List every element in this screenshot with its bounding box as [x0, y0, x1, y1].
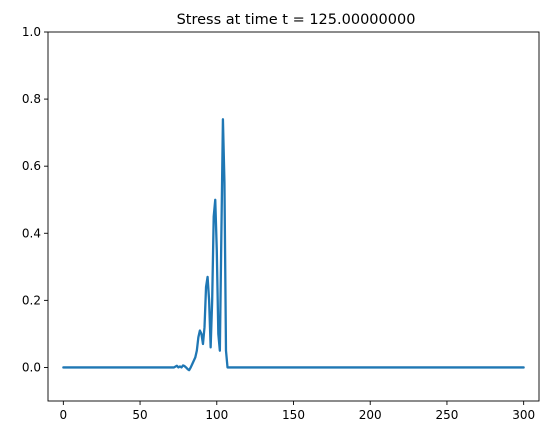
- y-tick-label: 0.2: [22, 293, 41, 307]
- plot-frame: [47, 31, 540, 402]
- x-axis-ticks: 0 50 100 150 200 250 300: [60, 401, 535, 422]
- x-tick-label: 50: [132, 408, 147, 422]
- x-tick-label: 100: [205, 408, 228, 422]
- x-tick-label: 250: [435, 408, 458, 422]
- y-tick-label: 1.0: [22, 25, 41, 39]
- y-tick-label: 0.6: [22, 159, 41, 173]
- x-tick-label: 200: [359, 408, 382, 422]
- y-tick-label: 0.8: [22, 92, 41, 106]
- y-tick-label: 0.0: [22, 360, 41, 374]
- x-tick-label: 0: [60, 408, 68, 422]
- y-tick-label: 0.4: [22, 226, 41, 240]
- chart-title: Stress at time t = 125.00000000: [177, 12, 416, 28]
- x-tick-label: 300: [512, 408, 535, 422]
- x-tick-label: 150: [282, 408, 305, 422]
- stress-series-line: [62, 118, 525, 372]
- y-axis-ticks: 0.0 0.2 0.4 0.6 0.8 1.0: [22, 25, 48, 374]
